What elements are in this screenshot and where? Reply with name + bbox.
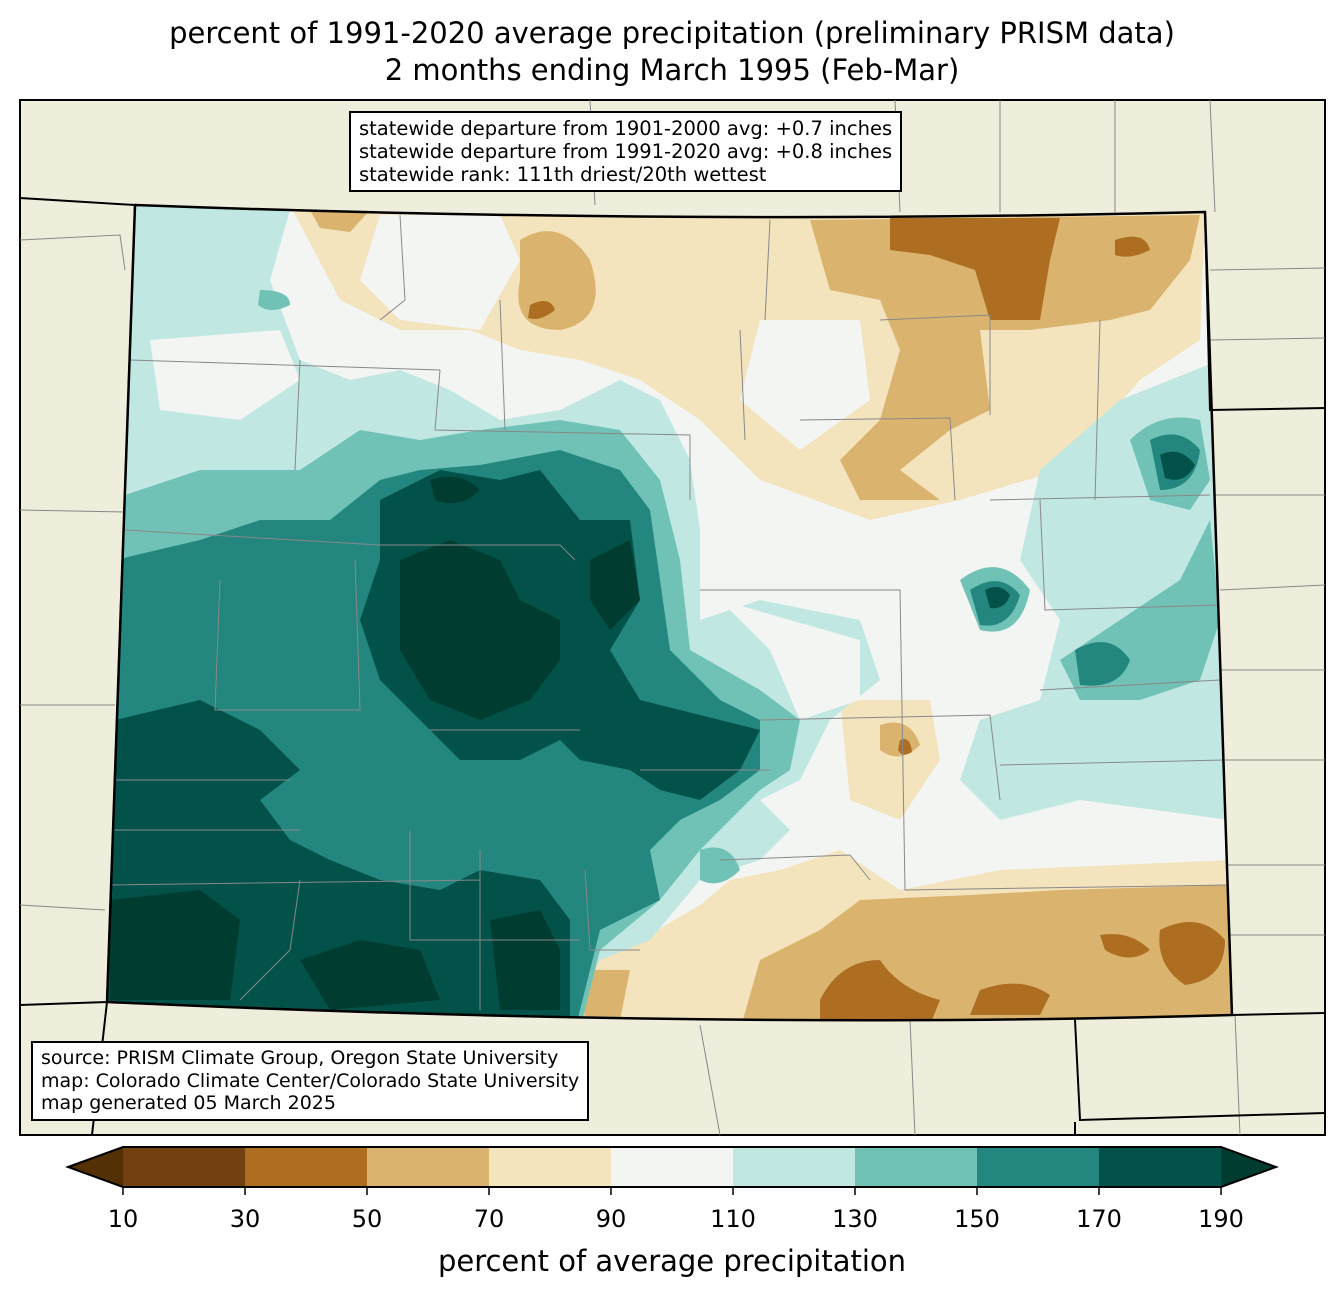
precipitation-fill [107, 205, 1232, 1021]
colorbar-tick-label: 50 [351, 1205, 383, 1233]
colorbar-segment [367, 1147, 490, 1187]
colorbar-segment [245, 1147, 368, 1187]
colorbar-tick-label: 190 [1198, 1205, 1244, 1233]
colorbar-tick-label: 170 [1076, 1205, 1122, 1233]
credits-source: source: PRISM Climate Group, Oregon Stat… [41, 1047, 559, 1069]
colorbar-under-arrow [68, 1147, 123, 1187]
state-borders [19, 197, 1326, 1136]
statewide-stats-box: statewide departure from 1901-2000 avg: … [349, 111, 903, 192]
colorbar-segment [977, 1147, 1100, 1187]
map-title: percent of 1991-2020 average precipitati… [169, 16, 1175, 50]
map-subtitle: 2 months ending March 1995 (Feb-Mar) [384, 53, 960, 87]
colorbar-segment [1099, 1147, 1222, 1187]
stats-rank: statewide rank: 111th driest/20th wettes… [359, 163, 767, 186]
colorbar-tick-label: 110 [710, 1205, 756, 1233]
colorbar-segment [123, 1147, 246, 1187]
colorbar-segment [855, 1147, 978, 1187]
colorbar-segment [733, 1147, 856, 1187]
credits-generated: map generated 05 March 2025 [41, 1092, 336, 1114]
colorbar-over-arrow [1221, 1147, 1276, 1187]
colorbar-tick-label: 10 [107, 1205, 139, 1233]
stats-departure-1991: statewide departure from 1991-2020 avg: … [359, 140, 893, 163]
credits-box: source: PRISM Climate Group, Oregon Stat… [31, 1041, 590, 1121]
colorbar-segment [489, 1147, 612, 1187]
colorbar-tick-label: 90 [595, 1205, 627, 1233]
colorbar-segment [611, 1147, 734, 1187]
colorado-border [105, 203, 1234, 1022]
colorbar-tick-label: 150 [954, 1205, 1000, 1233]
colorbar-label: percent of average precipitation [437, 1244, 907, 1278]
colorbar-tick-label: 30 [229, 1205, 261, 1233]
county-lines [109, 214, 1231, 1010]
credits-map: map: Colorado Climate Center/Colorado St… [41, 1069, 580, 1092]
colorbar-tick-label: 70 [473, 1205, 505, 1233]
stats-departure-1901: statewide departure from 1901-2000 avg: … [359, 117, 893, 140]
colorbar-tick-label: 130 [832, 1205, 878, 1233]
